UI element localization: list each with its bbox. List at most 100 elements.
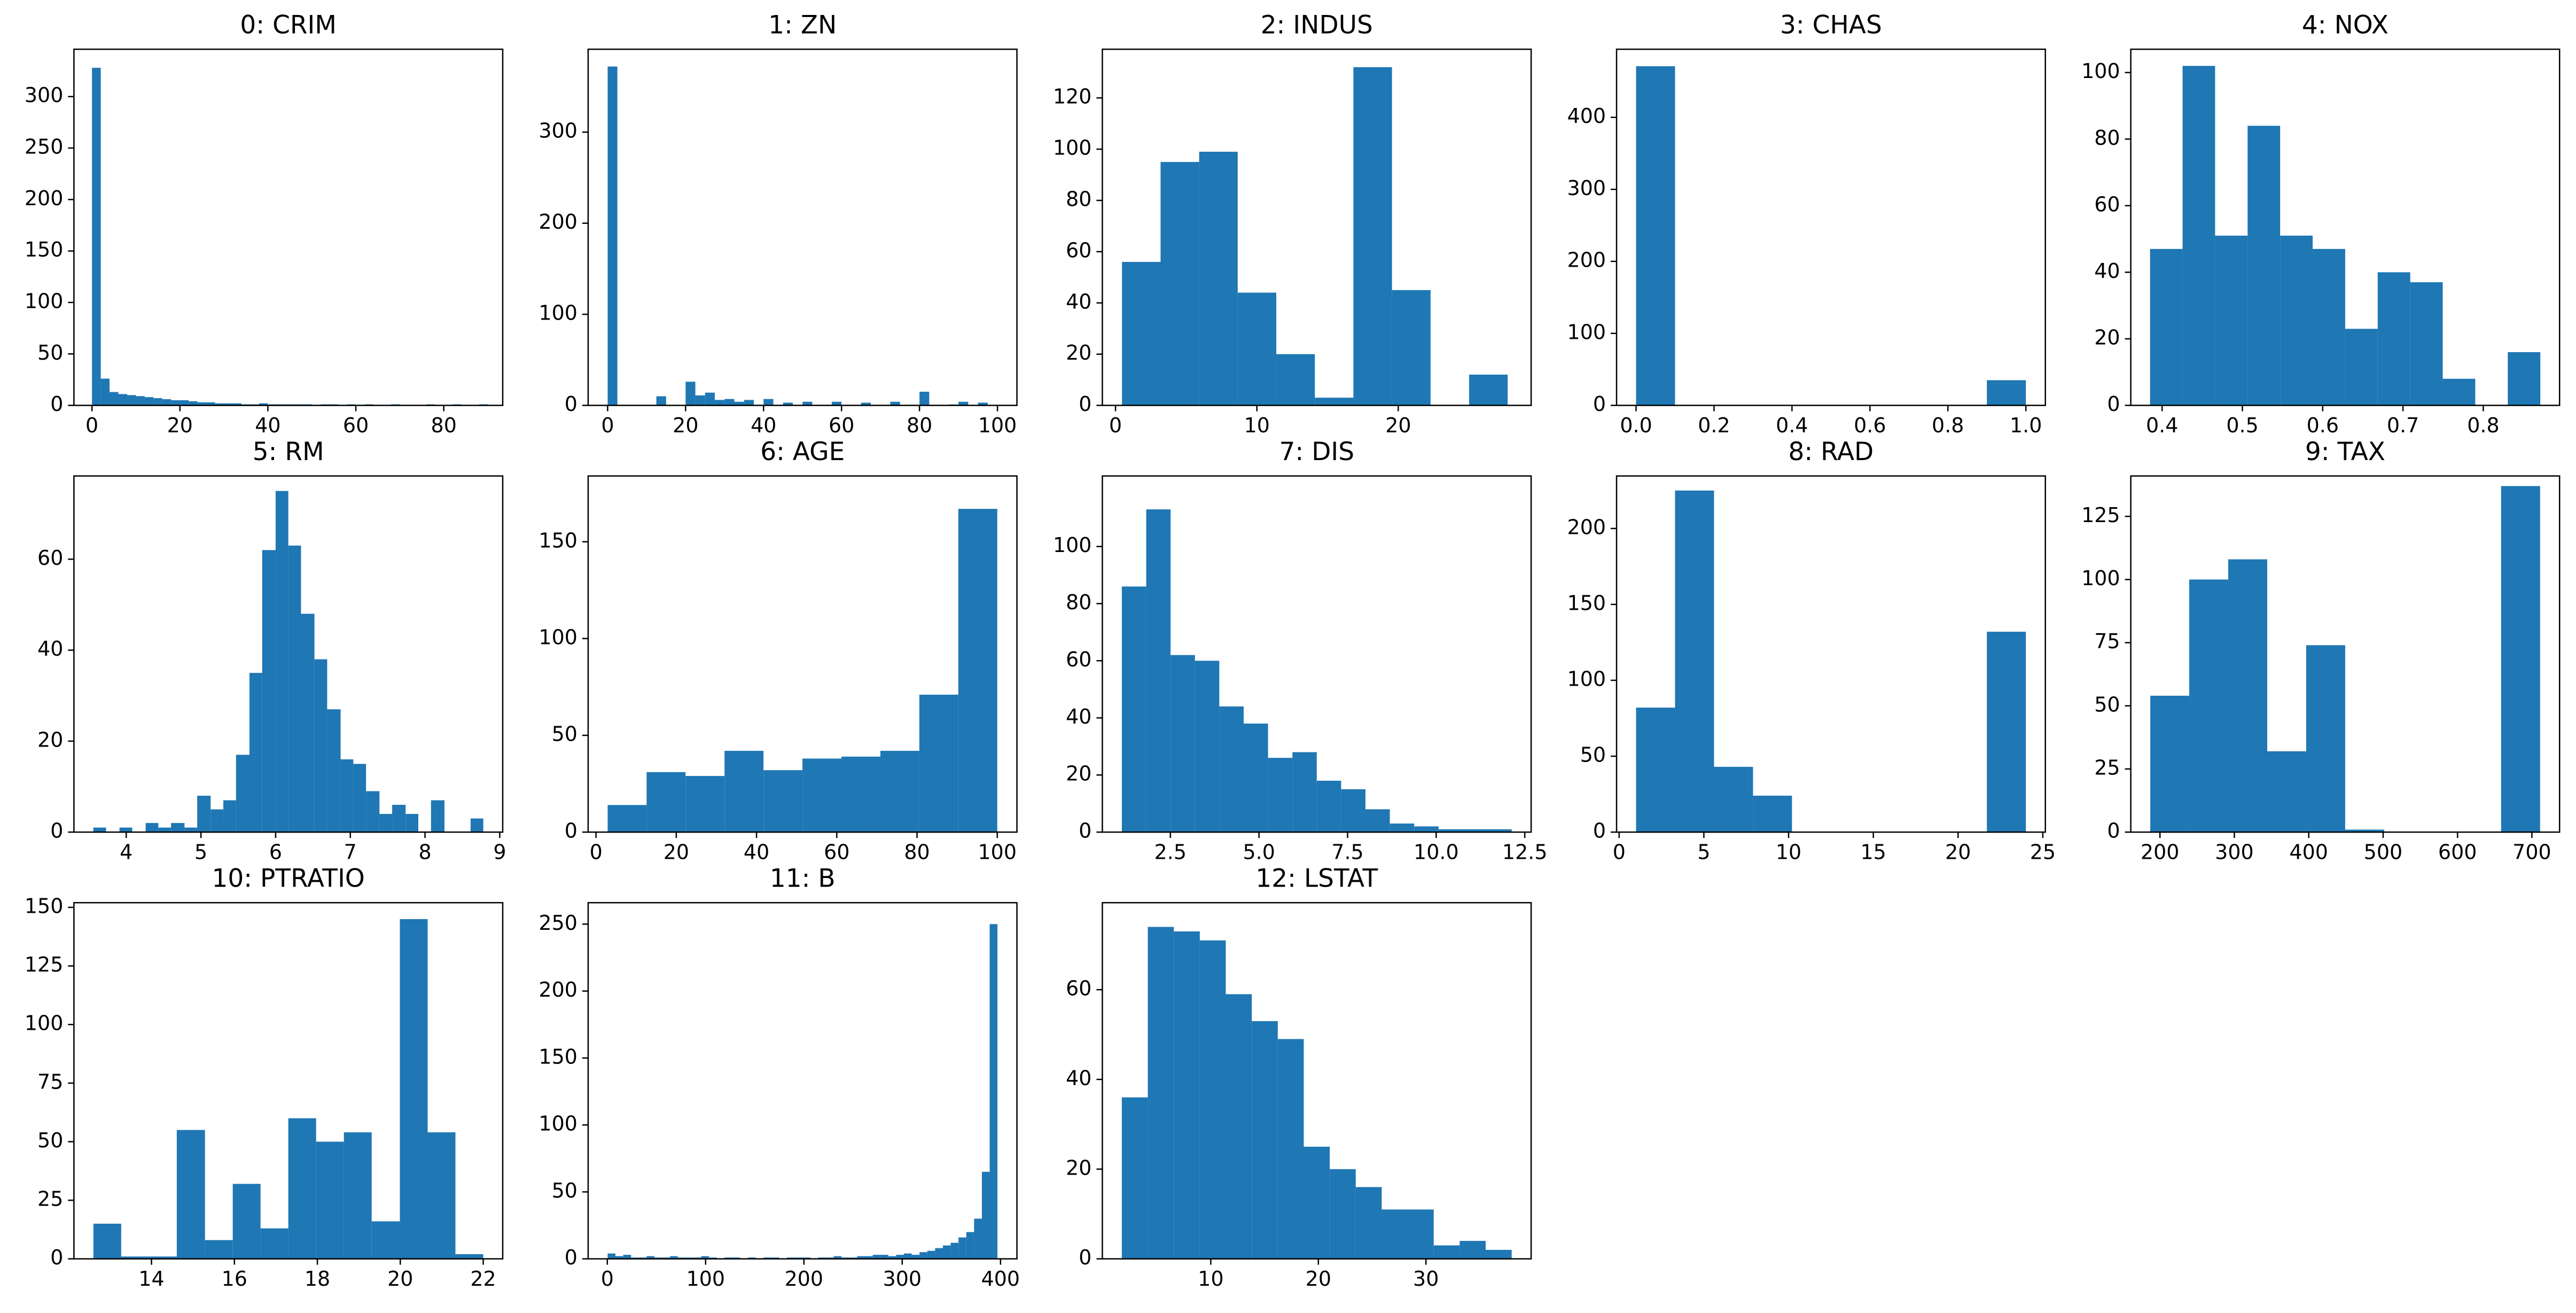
y-tick-label: 200	[538, 210, 577, 234]
x-tick-label: 0	[1613, 841, 1626, 864]
histogram-bar	[1170, 655, 1195, 833]
x-tick-label: 0	[85, 414, 98, 437]
y-tick-label: 0	[50, 392, 63, 416]
histogram-bar	[744, 400, 754, 406]
histogram-bar	[880, 1255, 888, 1259]
axes-frame	[1102, 902, 1532, 1260]
y-tick-label: 100	[538, 301, 577, 325]
x-tick-label: 40	[255, 414, 280, 437]
histogram-bar	[400, 919, 428, 1259]
histogram-bar	[176, 1130, 205, 1259]
histogram-bar	[904, 1253, 912, 1259]
histogram-bar	[1486, 1249, 1512, 1259]
histogram-bar	[950, 1242, 959, 1259]
histogram-bar	[379, 814, 393, 833]
subplot-title: 0: CRIM	[240, 11, 337, 40]
histogram-bar	[833, 1256, 842, 1259]
x-tick-label: 60	[829, 414, 854, 437]
subplot-title: 3: CHAS	[1780, 11, 1882, 40]
y-tick-label: 0	[1079, 819, 1091, 843]
x-tick-label: 80	[904, 841, 930, 864]
axes-frame	[2130, 48, 2561, 406]
histogram-bar	[127, 395, 136, 406]
y-tick-label: 60	[1066, 648, 1091, 671]
histogram-bar	[275, 491, 288, 833]
histogram-bar	[2508, 352, 2541, 406]
y-tick-label: 50	[552, 1179, 577, 1202]
histogram-bar	[654, 1257, 662, 1259]
histogram-bar	[110, 392, 119, 406]
subplot-title: 1: ZN	[768, 11, 837, 40]
x-tick-label: 5	[1697, 841, 1710, 864]
histogram-bar	[763, 399, 774, 406]
y-tick-label: 40	[37, 637, 63, 661]
histogram-bar	[1148, 927, 1174, 1259]
histogram-bar	[197, 796, 211, 833]
x-tick-label: 16	[222, 1267, 247, 1291]
x-tick-label: 0.4	[2146, 414, 2178, 437]
x-tick-label: 400	[2289, 841, 2328, 864]
histogram-bar	[646, 772, 686, 833]
y-tick-label: 0	[50, 819, 63, 843]
x-tick-label: 100	[686, 1267, 725, 1291]
histogram-bar	[911, 1255, 920, 1259]
histogram-bar	[1753, 795, 1792, 833]
histogram-bar	[1392, 290, 1431, 406]
histogram-bar	[861, 402, 871, 406]
histogram-bar	[327, 709, 341, 833]
histogram-bar	[981, 1171, 990, 1259]
axes-frame	[1615, 475, 2046, 833]
histogram-bar	[1390, 823, 1415, 833]
x-tick-label: 300	[883, 1267, 922, 1291]
y-tick-label: 150	[1567, 591, 1606, 615]
histogram-bar	[171, 823, 185, 833]
y-tick-label: 20	[37, 728, 63, 751]
histogram-bar	[802, 758, 842, 833]
x-tick-label: 0	[601, 414, 614, 437]
histogram-bar	[2306, 645, 2345, 833]
x-tick-label: 18	[305, 1267, 330, 1291]
histogram-bar	[763, 1257, 771, 1259]
histogram-bar	[705, 392, 715, 406]
y-tick-label: 250	[25, 135, 64, 159]
y-tick-label: 100	[25, 1012, 64, 1035]
y-tick-label: 125	[25, 953, 64, 976]
y-tick-label: 100	[538, 625, 577, 649]
histogram-bar	[100, 378, 110, 406]
y-tick-label: 0	[2107, 819, 2120, 843]
x-tick-label: 60	[824, 841, 849, 864]
histogram-bar	[232, 1184, 261, 1259]
axes-frame	[73, 902, 504, 1260]
subplot-title: 4: NOX	[2302, 11, 2388, 40]
histogram-bar	[818, 1257, 826, 1259]
x-tick-label: 20	[673, 414, 698, 437]
y-tick-label: 200	[538, 978, 577, 1001]
y-tick-label: 100	[2081, 566, 2120, 590]
histogram-bar	[1438, 829, 1463, 833]
histogram-bar	[288, 545, 301, 833]
x-tick-label: 200	[785, 1267, 824, 1291]
histogram-bar	[1225, 994, 1252, 1259]
y-tick-label: 120	[1053, 85, 1092, 108]
histogram-bar	[179, 400, 189, 406]
y-tick-label: 0	[1593, 819, 1606, 843]
histogram-bar	[2313, 248, 2345, 406]
x-tick-label: 40	[751, 414, 776, 437]
histogram-bar	[802, 401, 813, 406]
subplot-title: 6: AGE	[760, 437, 845, 467]
x-tick-label: 5	[194, 841, 207, 864]
x-tick-label: 600	[2438, 841, 2477, 864]
histogram-bar	[794, 1257, 803, 1259]
axes-frame	[1615, 48, 2046, 406]
y-tick-label: 60	[37, 546, 63, 570]
x-tick-label: 20	[1306, 1267, 1331, 1291]
x-tick-label: 10	[1244, 414, 1270, 437]
y-tick-label: 200	[1567, 515, 1606, 539]
y-tick-label: 200	[1567, 248, 1606, 272]
histogram-bar	[1459, 1241, 1486, 1259]
x-tick-label: 0.7	[2387, 414, 2419, 437]
histogram-bar	[623, 1255, 631, 1259]
histogram-bar	[144, 397, 154, 406]
x-tick-label: 0.8	[2467, 414, 2499, 437]
